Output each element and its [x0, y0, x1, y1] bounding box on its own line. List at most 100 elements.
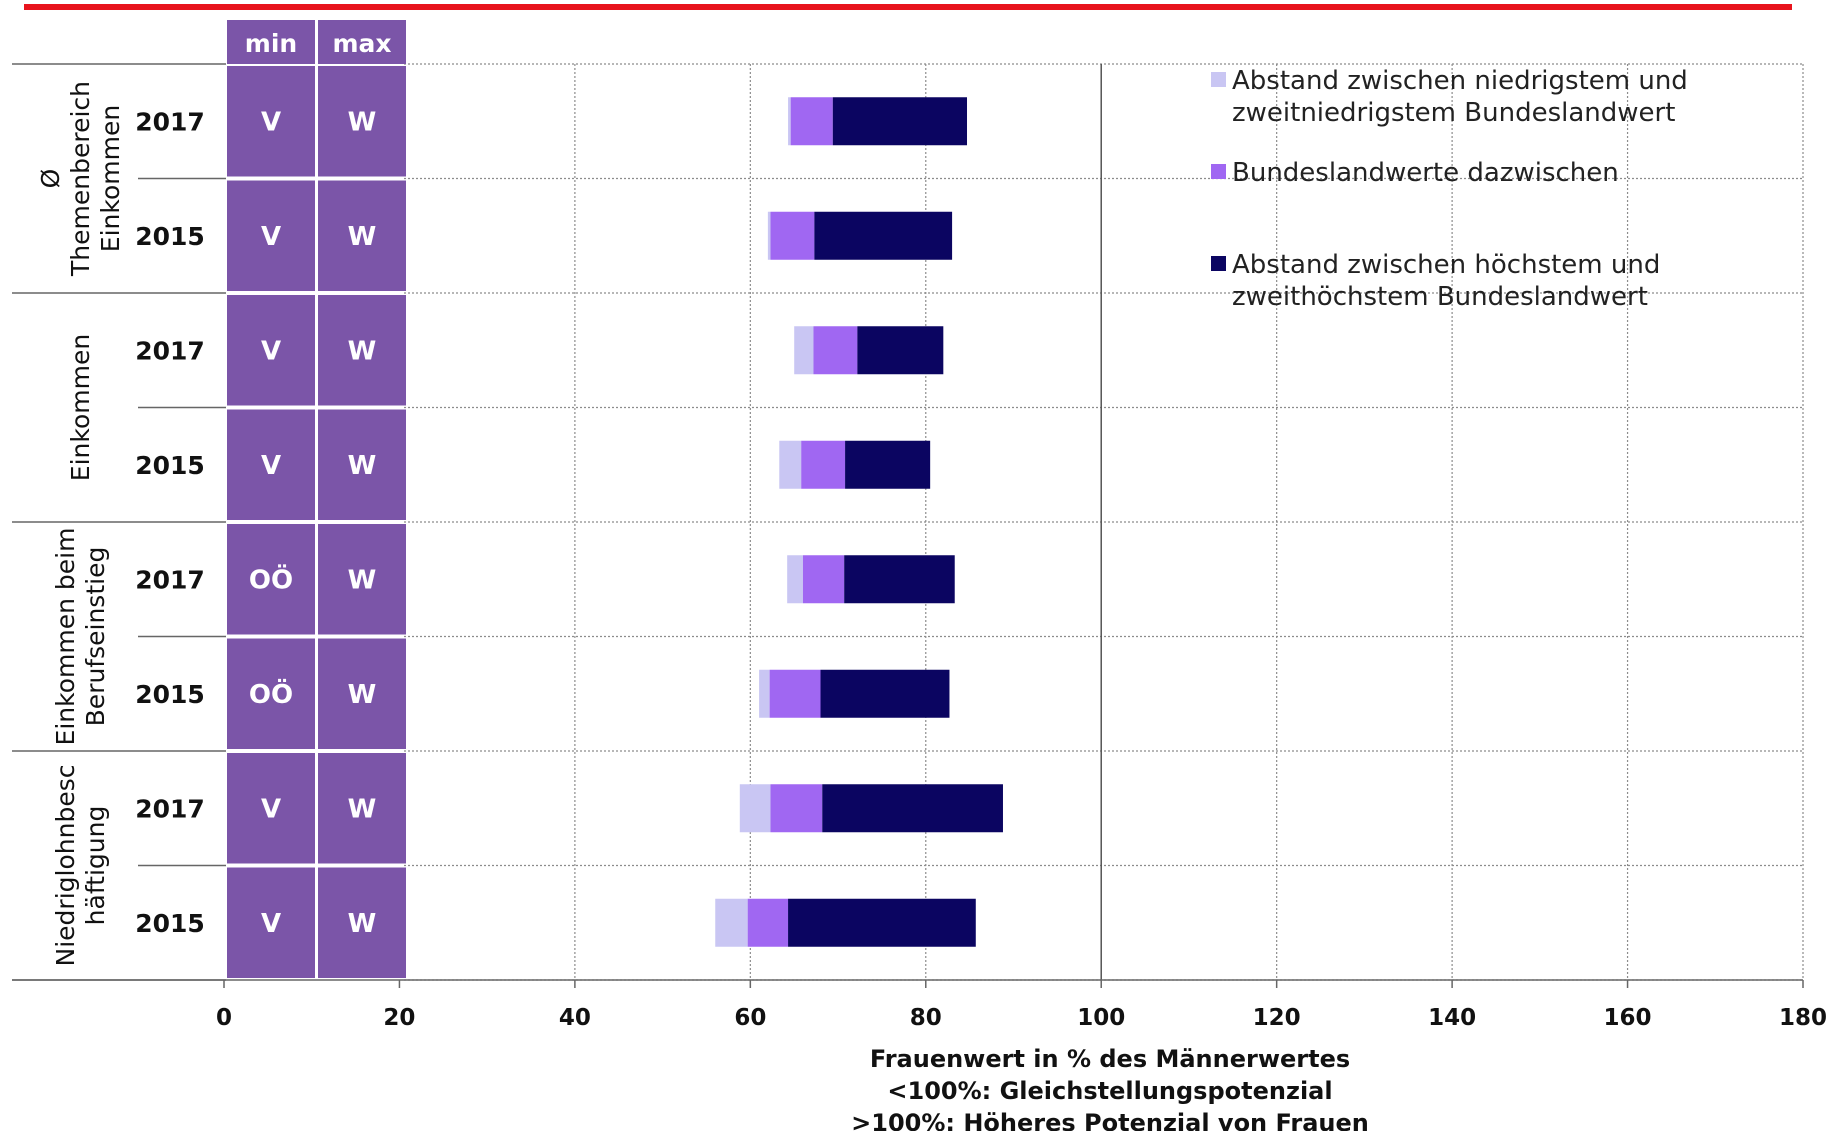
x-axis: 0 20 40 60 80 100 120 140 160 180	[12, 979, 1827, 1031]
bar-middle	[813, 326, 858, 375]
group-label-line: Einkommen	[96, 105, 125, 252]
min-cell-value: V	[261, 107, 281, 137]
max-cell	[318, 66, 406, 177]
group-label: Niedriglohnbesc häftigung	[51, 765, 110, 967]
max-cell	[318, 180, 406, 291]
row-year-label: 2015	[135, 680, 205, 709]
min-cell	[227, 295, 315, 406]
x-tick-label: 80	[910, 1005, 942, 1031]
max-cell-value: W	[348, 222, 377, 252]
bar-high-gap	[845, 440, 931, 489]
bar-low-gap	[715, 898, 748, 947]
max-cell	[318, 409, 406, 520]
min-header: min	[245, 29, 297, 58]
row-year-label: 2015	[135, 222, 205, 251]
min-cell	[227, 867, 315, 978]
group-label-line: Einkommen	[66, 334, 95, 481]
legend: Abstand zwischen niedrigstem undzweitnie…	[1211, 66, 1688, 312]
max-cell-value: W	[348, 451, 377, 481]
x-axis-label: Frauenwert in % des Männerwertes	[870, 1045, 1350, 1073]
x-tick-label: 0	[216, 1005, 232, 1031]
row-year-label: 2017	[135, 565, 205, 594]
bar-middle	[790, 97, 833, 146]
min-cell	[227, 638, 315, 749]
bar-middle	[769, 669, 821, 718]
legend-label: Abstand zwischen niedrigstem und	[1232, 66, 1688, 96]
x-axis-label: <100%: Gleichstellungspotenzial	[887, 1077, 1332, 1105]
legend-swatch	[1211, 72, 1226, 87]
x-tick-label: 160	[1604, 1005, 1652, 1031]
row-year-label: 2017	[135, 336, 205, 365]
min-cell-value: OÖ	[249, 677, 293, 710]
legend-label: zweithöchstem Bundeslandwert	[1232, 282, 1648, 312]
bar-middle	[747, 898, 789, 947]
max-cell	[318, 638, 406, 749]
group-label-line: Niedriglohnbesc	[51, 765, 80, 967]
max-cell-value: W	[348, 794, 377, 824]
bar-low-gap	[779, 440, 802, 489]
min-cell	[227, 409, 315, 520]
bar-low-gap	[788, 97, 791, 146]
group-label: Ø Themenbereich Einkommen	[36, 81, 125, 277]
max-cell-value: W	[348, 680, 377, 710]
top-rule	[24, 4, 1792, 10]
group-label-line: Einkommen beim	[51, 528, 80, 746]
group-label-line: Ø	[36, 169, 65, 189]
min-cell	[227, 753, 315, 864]
min-cell	[227, 524, 315, 635]
bar-low-gap	[739, 784, 771, 833]
bar-low-gap	[787, 555, 803, 604]
legend-swatch	[1211, 164, 1226, 179]
max-cell	[318, 753, 406, 864]
max-cell-value: W	[348, 909, 377, 939]
legend-label: zweitniedrigstem Bundeslandwert	[1232, 98, 1675, 128]
bar-high-gap	[844, 555, 955, 604]
row-year-label: 2017	[135, 794, 205, 823]
min-cell	[227, 180, 315, 291]
legend-label: Bundeslandwerte dazwischen	[1232, 158, 1619, 188]
min-cell-value: V	[261, 222, 281, 252]
min-cell	[227, 66, 315, 177]
max-cell-value: W	[348, 107, 377, 137]
min-cell-value: OÖ	[249, 562, 293, 595]
x-axis-label: >100%: Höheres Potenzial von Frauen	[851, 1109, 1369, 1131]
min-cell-value: V	[261, 794, 281, 824]
x-tick-label: 40	[559, 1005, 591, 1031]
group-label-line: häftigung	[81, 806, 110, 926]
bar-middle	[802, 555, 845, 604]
x-tick-label: 180	[1779, 1005, 1827, 1031]
group-label-line: Themenbereich	[66, 81, 95, 277]
row-year-label: 2017	[135, 107, 205, 136]
bar-high-gap	[788, 898, 976, 947]
max-cell	[318, 295, 406, 406]
row-year-label: 2015	[135, 909, 205, 938]
min-cell-value: V	[261, 336, 281, 366]
bar-high-gap	[822, 784, 1003, 833]
min-header-cell	[227, 20, 315, 64]
group-label: Einkommen beim Berufseinstieg	[51, 528, 110, 746]
max-cell-value: W	[348, 336, 377, 366]
min-cell-value: V	[261, 451, 281, 481]
bar-low-gap	[767, 211, 771, 260]
bar-low-gap	[759, 669, 770, 718]
bar-middle	[801, 440, 846, 489]
legend-label: Abstand zwischen höchstem und	[1232, 250, 1660, 280]
x-tick-label: 140	[1428, 1005, 1476, 1031]
group-label: Einkommen	[66, 334, 95, 481]
row-year-label: 2015	[135, 451, 205, 480]
bar-high-gap	[857, 326, 944, 375]
x-tick-label: 20	[383, 1005, 415, 1031]
max-cell	[318, 524, 406, 635]
legend-swatch	[1211, 256, 1226, 271]
x-tick-label: 60	[734, 1005, 766, 1031]
min-cell-value: V	[261, 909, 281, 939]
group-label-line: Berufseinstieg	[81, 547, 110, 727]
max-cell-value: W	[348, 565, 377, 595]
max-cell	[318, 867, 406, 978]
max-header: max	[332, 29, 391, 58]
bar-high-gap	[832, 97, 968, 146]
bar-middle	[770, 211, 815, 260]
bar-low-gap	[794, 326, 814, 375]
max-header-cell	[318, 20, 406, 64]
